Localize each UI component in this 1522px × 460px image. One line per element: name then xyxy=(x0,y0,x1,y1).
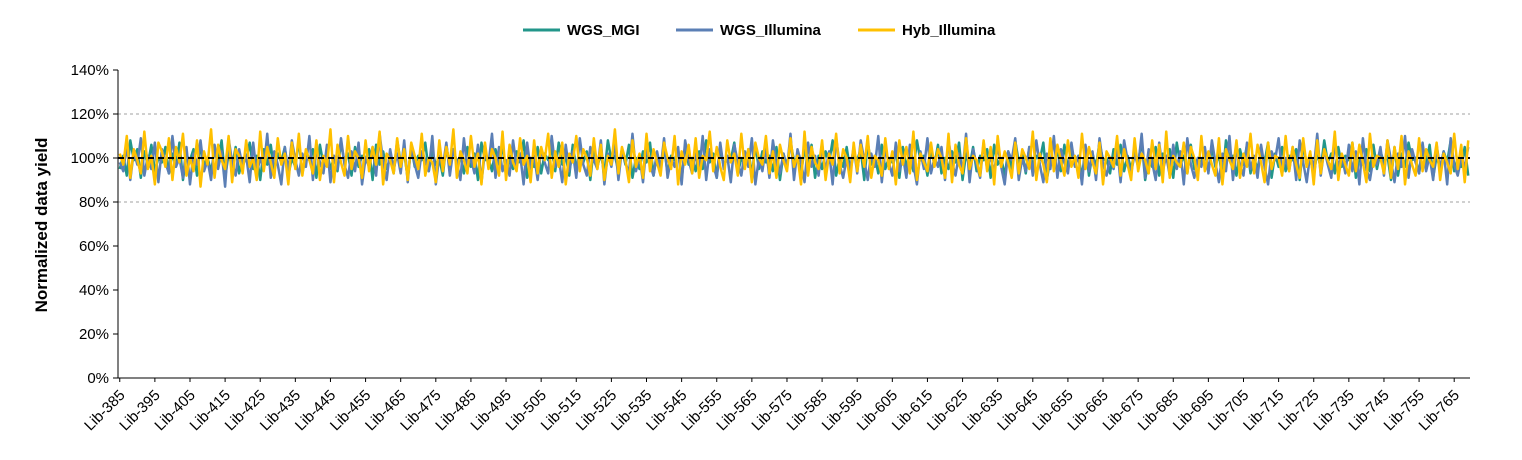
legend-label-hyb-illumina: Hyb_Illumina xyxy=(902,22,996,39)
y-axis-label: Normalized data yield xyxy=(32,138,51,313)
legend-item-wgs-illumina: WGS_Illumina xyxy=(676,22,822,39)
y-tick-label: 140% xyxy=(71,62,109,79)
y-axis-ticks: 0% 20% 40% 60% 80% 100% 120% 140% xyxy=(71,62,118,387)
series-lines xyxy=(118,128,1470,188)
axes xyxy=(117,70,1470,379)
y-tick-label: 100% xyxy=(71,150,109,167)
y-tick-label: 20% xyxy=(79,326,109,343)
y-tick-label: 60% xyxy=(79,238,109,255)
x-axis-ticks: Lib-385Lib-395Lib-405Lib-415Lib-425Lib-4… xyxy=(81,378,1463,434)
y-tick-label: 120% xyxy=(71,106,109,123)
legend-label-wgs-mgi: WGS_MGI xyxy=(567,22,640,39)
y-tick-label: 40% xyxy=(79,282,109,299)
legend: WGS_MGI WGS_Illumina Hyb_Illumina xyxy=(523,22,996,39)
legend-label-wgs-illumina: WGS_Illumina xyxy=(720,22,822,39)
legend-item-wgs-mgi: WGS_MGI xyxy=(523,22,640,39)
series-line-hyb-illumina xyxy=(118,128,1470,188)
legend-item-hyb-illumina: Hyb_Illumina xyxy=(858,22,996,39)
y-tick-label: 80% xyxy=(79,194,109,211)
y-tick-label: 0% xyxy=(87,370,109,387)
